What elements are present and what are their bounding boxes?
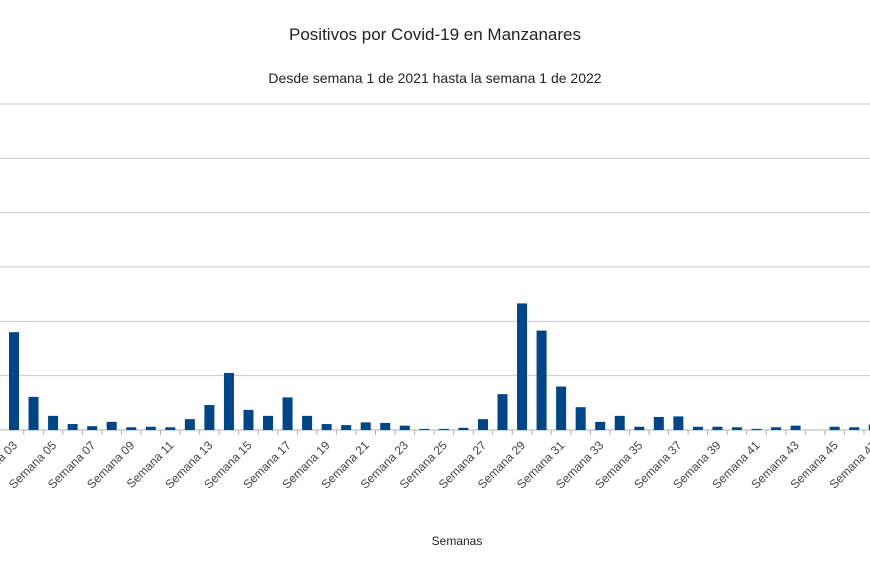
- chart-subtitle: Desde semana 1 de 2021 hasta la semana 1…: [268, 70, 601, 86]
- bar: [731, 427, 742, 430]
- bar: [653, 416, 664, 430]
- bar: [48, 415, 59, 430]
- bar: [184, 419, 195, 430]
- bar: [243, 409, 254, 430]
- x-axis-ticks: [23, 430, 865, 435]
- bar: [126, 427, 137, 430]
- bar: [28, 396, 39, 430]
- bar: [145, 426, 156, 430]
- x-axis-title: Semanas: [432, 534, 483, 548]
- bar: [380, 422, 391, 430]
- bar: [223, 372, 234, 430]
- bar: [595, 421, 606, 430]
- bar: [204, 405, 215, 430]
- bar: [438, 428, 449, 430]
- bar: [556, 386, 567, 430]
- bar: [419, 428, 430, 430]
- bar: [712, 426, 723, 430]
- bar: [458, 427, 469, 430]
- bar: [536, 330, 547, 430]
- bar: [106, 421, 117, 430]
- chart-title: Positivos por Covid-19 en Manzanares: [289, 25, 581, 44]
- bars: [9, 303, 870, 430]
- bar: [771, 427, 782, 430]
- bar: [321, 424, 332, 430]
- bar: [829, 426, 840, 430]
- bar: [263, 415, 274, 430]
- bar: [399, 425, 410, 430]
- bar: [302, 415, 313, 430]
- bar: [692, 426, 703, 430]
- bar: [849, 427, 860, 430]
- bar: [634, 426, 645, 430]
- bar: [868, 424, 870, 430]
- bar: [477, 419, 488, 430]
- bar: [790, 425, 801, 430]
- bar: [282, 397, 293, 430]
- gridlines: [0, 103, 870, 431]
- bar: [673, 416, 684, 430]
- bar: [517, 303, 528, 430]
- bar: [87, 426, 98, 430]
- bar: [67, 424, 78, 430]
- bar: [9, 332, 19, 430]
- bar: [497, 394, 508, 430]
- bar: [614, 415, 625, 430]
- bar: [165, 427, 176, 430]
- bar: [341, 425, 352, 430]
- bar: [575, 407, 586, 430]
- bar: [360, 422, 371, 430]
- bar: [751, 428, 762, 430]
